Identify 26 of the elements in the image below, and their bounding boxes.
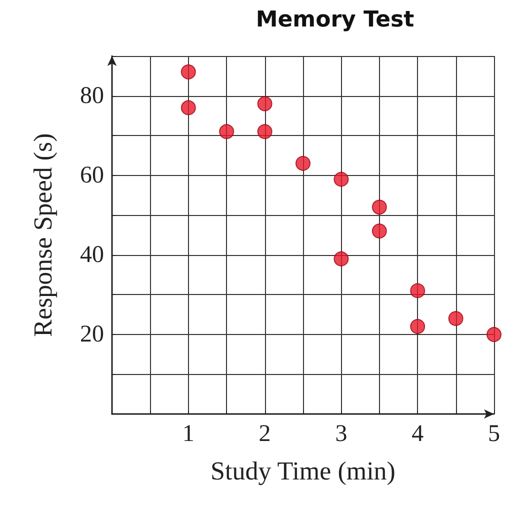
point (180, 64, 196, 80)
point (486, 326, 502, 342)
point (180, 100, 196, 116)
y-tick-label: 40 (80, 242, 104, 268)
x-tick-label: 1 (182, 421, 194, 447)
point (410, 283, 426, 298)
point (257, 96, 272, 112)
point (257, 124, 272, 140)
chart-title: Memory Test (256, 8, 415, 32)
point (410, 318, 426, 334)
point (372, 224, 387, 239)
y-tick-label: 20 (80, 321, 104, 348)
point (219, 124, 234, 140)
x-tick-label: 4 (412, 421, 424, 447)
x-tick-label: 3 (335, 421, 348, 447)
point (448, 311, 464, 326)
y-tick-label: 80 (80, 82, 104, 109)
point (296, 156, 310, 171)
x-axis-title: Study Time (min) (210, 456, 396, 486)
point (372, 200, 387, 215)
x-tick-label: 2 (258, 421, 271, 447)
y-axis-title: Response Speed (s) (28, 133, 58, 337)
point (334, 251, 349, 266)
point (334, 172, 349, 187)
x-tick-label: 5 (488, 421, 500, 447)
y-tick-label: 60 (80, 162, 104, 188)
